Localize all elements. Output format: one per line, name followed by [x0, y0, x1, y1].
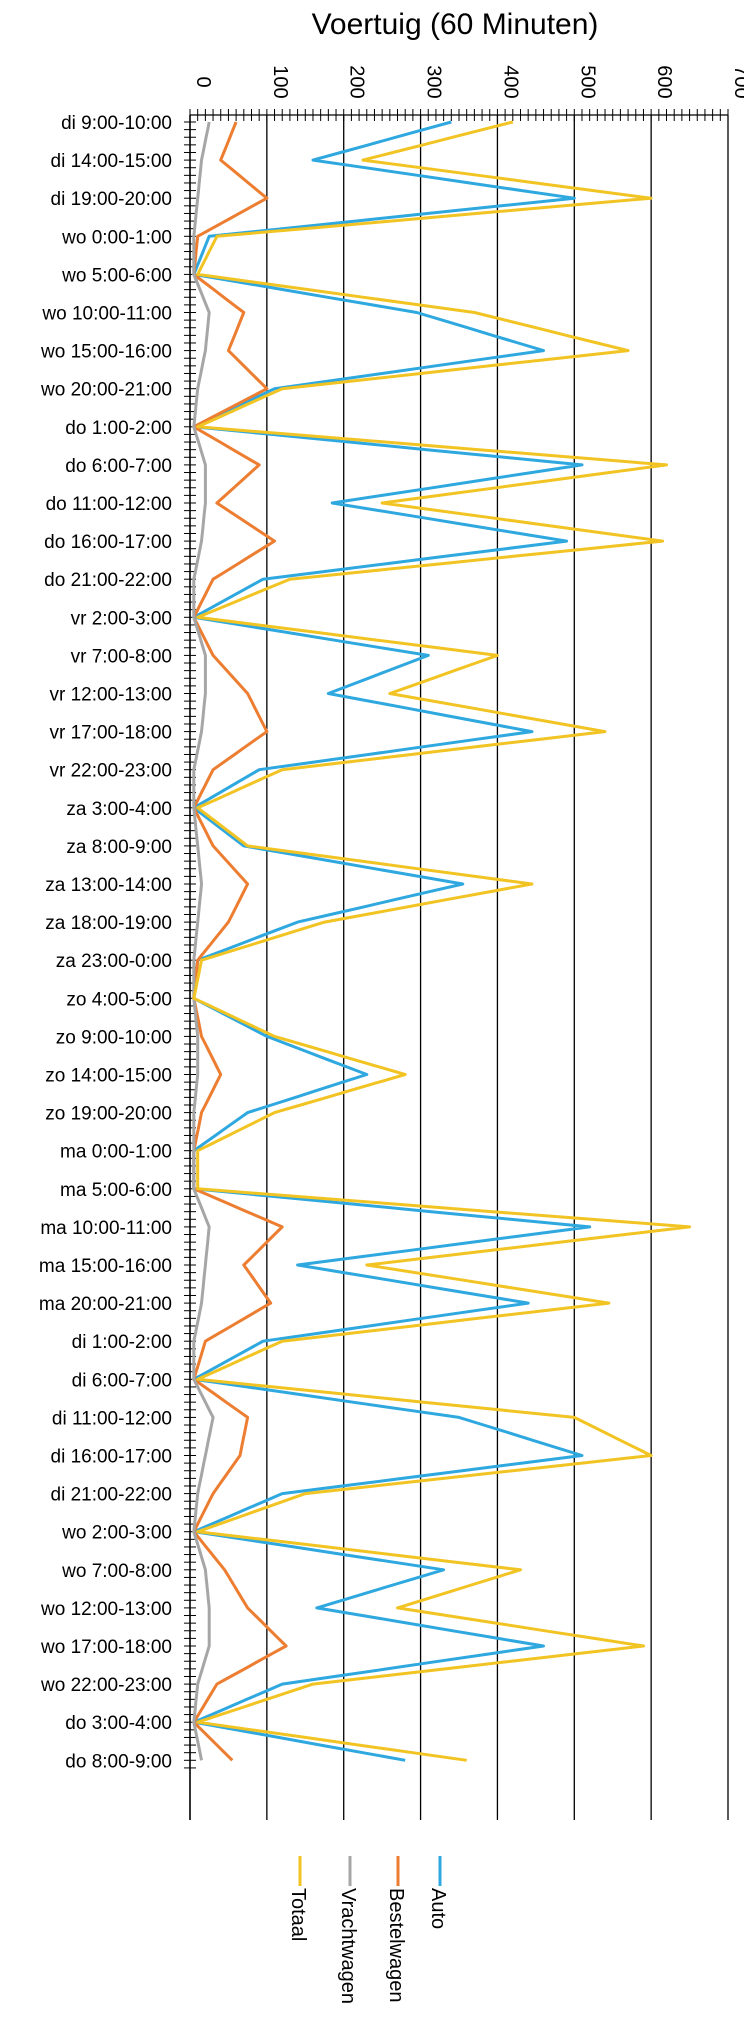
series-line-bestelwagen	[192, 121, 288, 1762]
category-axis: di 9:00-10:00 di 14:00-15:00 di 19:00-20:0…	[39, 113, 196, 1820]
category-label: di 9:00-10:00	[61, 113, 172, 134]
category-label: zo 14:00-15:00	[45, 1066, 172, 1087]
value-axis: 0 100 200 300 400 500 600 700	[189, 65, 744, 121]
category-label: do 11:00-12:00	[46, 494, 172, 515]
category-label: ma 20:00-21:00	[39, 1294, 172, 1315]
grid-lines	[266, 115, 729, 1820]
category-label: di 21:00-22:00	[51, 1485, 173, 1506]
category-label: do 1:00-2:00	[65, 418, 172, 439]
chart-title: Voertuig (60 Minuten)	[312, 8, 599, 41]
category-label: ma 10:00-11:00	[40, 1218, 172, 1239]
legend-label-auto: Auto	[427, 1888, 449, 1929]
category-label: vr 7:00-8:00	[71, 646, 172, 667]
category-label: wo 15:00-16:00	[40, 342, 172, 363]
category-label: wo 12:00-13:00	[40, 1599, 172, 1620]
category-label: wo 5:00-6:00	[61, 265, 172, 286]
category-label: wo 2:00-3:00	[61, 1523, 172, 1544]
category-label: di 19:00-20:00	[51, 189, 173, 210]
category-label: wo 7:00-8:00	[61, 1561, 172, 1582]
tick-label-0: 0	[192, 76, 214, 87]
category-label: di 1:00-2:00	[72, 1332, 172, 1353]
category-label: za 18:00-19:00	[45, 913, 172, 934]
category-label: do 21:00-22:00	[44, 570, 172, 591]
tick-label-400: 400	[499, 65, 521, 98]
category-label: zo 9:00-10:00	[56, 1027, 172, 1048]
tick-label-200: 200	[346, 65, 368, 98]
category-label: do 6:00-7:00	[65, 456, 172, 477]
series-line-vrachtwagen	[192, 121, 215, 1761]
category-label: za 3:00-4:00	[66, 799, 172, 820]
category-label: di 11:00-12:00	[52, 1408, 172, 1429]
category-label: za 8:00-9:00	[66, 837, 172, 858]
category-label: zo 19:00-20:00	[45, 1104, 172, 1125]
category-label: ma 5:00-6:00	[60, 1180, 172, 1201]
category-label: wo 20:00-21:00	[40, 380, 172, 401]
category-label: wo 10:00-11:00	[41, 304, 172, 325]
category-label: vr 12:00-13:00	[49, 685, 172, 706]
tick-label-600: 600	[653, 65, 675, 98]
tick-label-100: 100	[269, 65, 291, 98]
category-label: do 16:00-17:00	[44, 532, 172, 553]
category-label: vr 2:00-3:00	[71, 608, 172, 629]
legend: Auto Bestelwagen Vrachtwagen Totaal	[287, 1856, 449, 2004]
legend-label-totaal: Totaal	[287, 1888, 309, 1941]
category-label: ma 0:00-1:00	[60, 1142, 172, 1163]
category-label: vr 17:00-18:00	[49, 723, 172, 744]
category-label: za 23:00-0:00	[56, 951, 172, 972]
category-label: di 14:00-15:00	[51, 151, 173, 172]
category-label: di 6:00-7:00	[72, 1370, 172, 1391]
category-label: wo 17:00-18:00	[40, 1637, 172, 1658]
series-line-auto	[192, 120, 592, 1762]
legend-label-vrachtwagen: Vrachtwagen	[337, 1888, 359, 2004]
category-label: za 13:00-14:00	[45, 875, 172, 896]
category-label: do 8:00-9:00	[65, 1751, 172, 1772]
category-label: do 3:00-4:00	[65, 1713, 172, 1734]
tick-label-300: 300	[423, 65, 445, 98]
tick-label-500: 500	[576, 65, 598, 98]
series-line-totaal	[192, 120, 692, 1762]
category-label: zo 4:00-5:00	[66, 989, 172, 1010]
category-label: ma 15:00-16:00	[39, 1256, 172, 1277]
plot-area	[192, 120, 692, 1762]
category-label: di 16:00-17:00	[51, 1447, 173, 1468]
category-label: wo 0:00-1:00	[61, 227, 172, 248]
tick-label-700: 700	[730, 65, 744, 98]
category-label: wo 22:00-23:00	[40, 1675, 172, 1696]
category-label: vr 22:00-23:00	[49, 761, 172, 782]
legend-label-bestelwagen: Bestelwagen	[385, 1888, 407, 2003]
